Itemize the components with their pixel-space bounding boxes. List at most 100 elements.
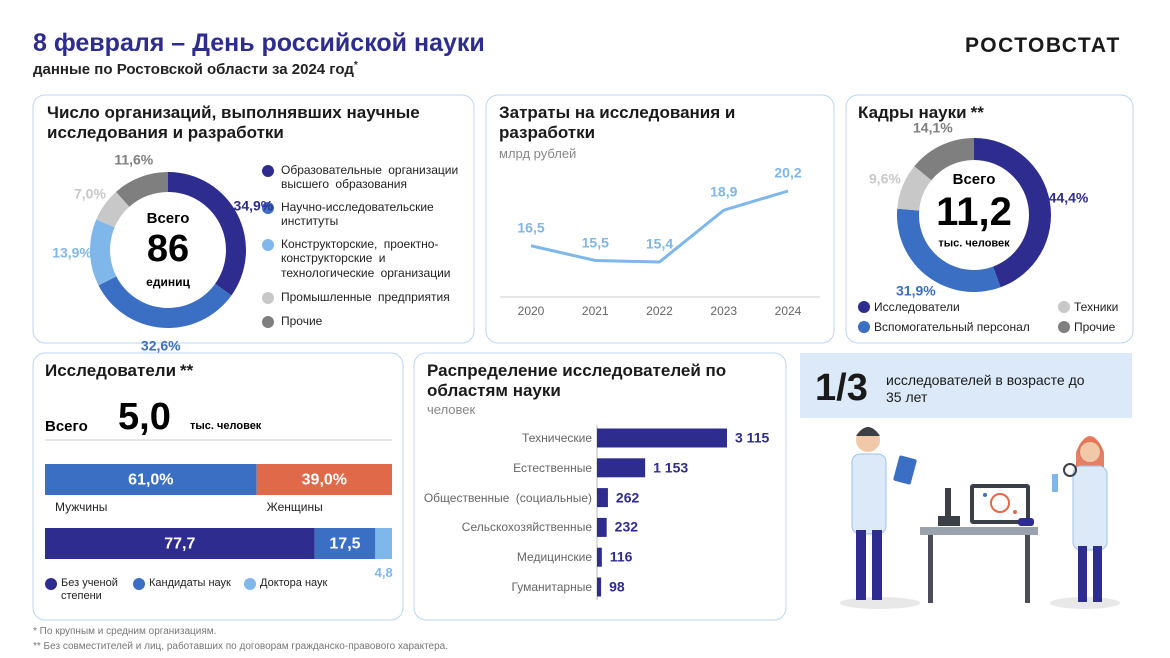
donut-segment <box>96 191 130 228</box>
total-value: 86 <box>146 228 190 271</box>
bar-segment <box>45 528 315 559</box>
category-label: Мужчины <box>55 500 108 514</box>
panel <box>845 94 1134 344</box>
value-label: 15,5 <box>581 234 609 251</box>
highlight-text: исследователей в возрасте до 35 лет <box>886 372 1085 405</box>
legend-label: Прочие <box>281 314 323 328</box>
x-tick-label: 2021 <box>581 303 609 318</box>
legend-label: Вспомогательный персонал <box>874 320 1030 334</box>
panel-title: Исследователи ** <box>45 361 194 380</box>
highlight-value: 1/3 <box>815 367 868 409</box>
donut-segment <box>116 172 168 207</box>
x-tick-label: 2024 <box>774 303 802 318</box>
y-tick-label: Медицинские <box>516 549 592 564</box>
bar <box>597 517 607 537</box>
legend-marker <box>262 292 274 304</box>
panel-subtitle: человек <box>427 402 476 417</box>
bar <box>597 577 602 597</box>
panel-title: Затраты на исследования и разработки <box>499 103 736 143</box>
title-mark: ** <box>970 103 984 122</box>
legend-label: Кандидаты наук <box>149 577 231 589</box>
y-tick-label: Технические <box>522 430 592 445</box>
legend-marker <box>244 578 256 590</box>
total-caption: Всего <box>146 210 190 227</box>
value-label: 34,9% <box>233 197 274 214</box>
value-label: 11,6% <box>114 151 154 168</box>
value-label: 98 <box>609 578 625 595</box>
value-label: 14,1% <box>912 119 953 136</box>
value-label: 13,9% <box>52 244 92 261</box>
panel-subtitle: млрд рублей <box>499 146 577 161</box>
value-label: 17,5 <box>329 534 361 552</box>
legend-label: Образовательные организации высшего обра… <box>281 163 459 192</box>
legend-marker <box>133 578 145 590</box>
value-label: 232 <box>614 518 639 535</box>
legend-label: Конструкторские, проектно-конструкторски… <box>281 237 451 280</box>
value-label: 44,4% <box>1048 189 1089 206</box>
subtitle-mark: * <box>353 60 358 71</box>
footnote: ** Без совместителей и лиц, работавших п… <box>33 641 449 652</box>
donut-segment <box>98 276 232 328</box>
bar-segment <box>314 528 376 559</box>
legend-label: Прочие <box>1074 320 1116 334</box>
value-label: 262 <box>615 489 640 506</box>
donut-segment <box>914 138 974 181</box>
legend-marker <box>1058 321 1070 333</box>
legend-marker <box>262 202 274 214</box>
total-unit: тыс. человек <box>938 237 1010 250</box>
panel <box>485 94 835 344</box>
legend-marker <box>262 165 274 177</box>
panel-title: Распределение исследователей по областям… <box>427 361 727 401</box>
value-label: 39,0% <box>301 470 348 488</box>
donut-segment <box>897 166 932 211</box>
y-tick-label: Общественные (социальные) <box>423 490 592 505</box>
legend-marker <box>262 239 274 251</box>
bar-segment <box>375 528 392 559</box>
legend-marker <box>1058 301 1070 313</box>
legend-label: Промышленные предприятия <box>281 290 450 304</box>
value-label: 4,8 <box>374 565 393 581</box>
highlight-box <box>800 353 1132 418</box>
bar <box>597 547 602 567</box>
brand: РОСТОВСТАТ <box>965 34 1121 57</box>
x-tick-label: 2023 <box>710 303 738 318</box>
value-label: 9,6% <box>868 170 901 187</box>
title: 8 февраля – День российской науки <box>33 29 485 57</box>
value-label: 32,6% <box>140 337 181 354</box>
subtitle: данные по Ростовской области за 2024 год… <box>33 60 358 78</box>
bar-segment <box>256 464 392 495</box>
total-value: 11,2 <box>936 190 1012 234</box>
legend-marker <box>262 316 274 328</box>
value-label: 3 115 <box>735 429 770 446</box>
y-tick-label: Естественные <box>513 460 592 475</box>
total-caption: Всего <box>952 171 996 188</box>
bar <box>597 458 646 478</box>
value-label: 116 <box>609 548 633 565</box>
value-label: 18,9 <box>710 183 738 200</box>
legend-label: Техники <box>1074 300 1119 314</box>
value-label: 16,5 <box>517 219 545 236</box>
value-label: 77,7 <box>164 534 196 552</box>
total-unit: единиц <box>146 274 190 289</box>
title-mark: ** <box>180 361 194 380</box>
x-tick-label: 2020 <box>517 303 545 318</box>
panel <box>413 352 787 621</box>
bar-segment <box>45 464 257 495</box>
x-tick-label: 2022 <box>646 303 673 318</box>
illustration <box>840 427 1120 609</box>
category-label: Женщины <box>266 500 323 514</box>
legend-marker <box>858 321 870 333</box>
total-caption: Всего <box>45 418 88 435</box>
value-label: 61,0% <box>128 470 174 488</box>
donut-segment <box>974 138 1051 288</box>
total-unit: тыс. человек <box>190 420 262 432</box>
bar <box>597 488 608 508</box>
legend-label: Доктора наук <box>260 577 328 589</box>
donut-segment <box>897 208 1001 292</box>
panel-title: Число организаций, выполнявших научные и… <box>47 103 420 143</box>
legend-label: Без ученой степени <box>61 577 118 603</box>
value-label: 31,9% <box>896 282 936 299</box>
line <box>530 189 789 264</box>
